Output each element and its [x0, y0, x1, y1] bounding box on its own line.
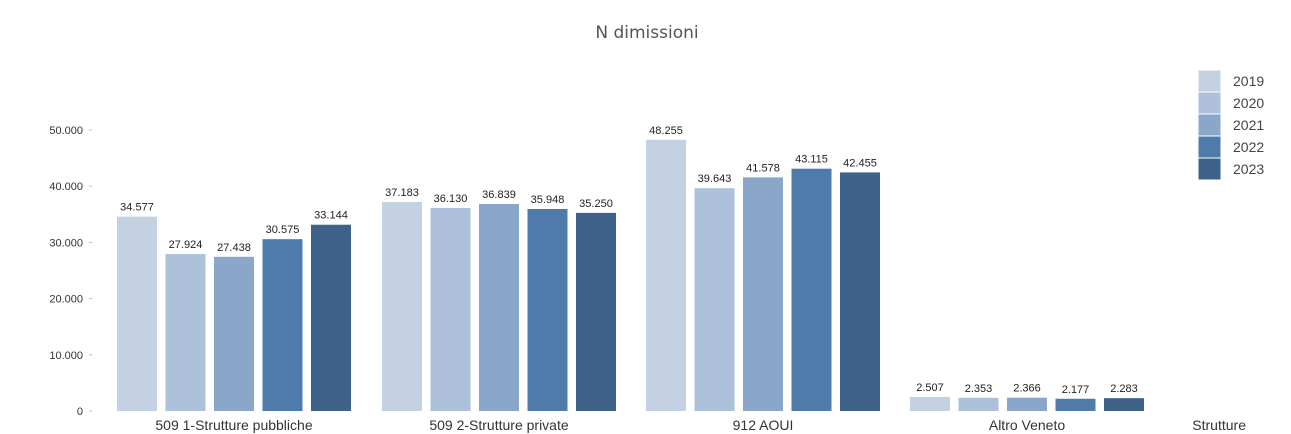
- x-axis-title: Strutture: [1192, 417, 1246, 433]
- bar[interactable]: [311, 224, 351, 411]
- bar[interactable]: [262, 239, 303, 411]
- data-label: 35.250: [579, 198, 613, 210]
- bar[interactable]: [576, 212, 616, 411]
- y-tick-label: 0: [77, 406, 83, 418]
- data-labels-group: 34.577 27.924 27.438 30.575 33.144 37.183 36.1…: [120, 125, 1138, 396]
- legend-swatch: [1197, 157, 1222, 181]
- data-label: 27.924: [169, 239, 203, 251]
- legend-item[interactable]: 2023: [1197, 157, 1264, 181]
- bar[interactable]: [1007, 397, 1047, 411]
- bar[interactable]: [791, 168, 832, 411]
- data-label: 39.643: [698, 173, 732, 185]
- legend-item[interactable]: 2022: [1197, 135, 1264, 159]
- y-tick-label: 40.000: [49, 181, 83, 193]
- chart-title: N dimissioni: [595, 23, 698, 43]
- data-label: 33.144: [314, 210, 348, 222]
- bar[interactable]: [382, 202, 422, 411]
- legend-swatch: [1197, 113, 1222, 137]
- data-label: 2.177: [1062, 384, 1090, 396]
- bar[interactable]: [214, 256, 254, 411]
- bar[interactable]: [430, 207, 471, 411]
- legend-item[interactable]: 2019: [1197, 69, 1264, 93]
- y-tick-label: 20.000: [49, 294, 83, 306]
- data-label: 2.366: [1013, 383, 1041, 395]
- legend-label: 2020: [1233, 95, 1264, 111]
- bar[interactable]: [117, 216, 157, 411]
- legend-swatch: [1197, 135, 1222, 159]
- bar[interactable]: [694, 188, 735, 411]
- bar[interactable]: [840, 172, 880, 411]
- legend-label: 2021: [1233, 117, 1264, 133]
- category-label: 509 1-Strutture pubbliche: [155, 417, 312, 433]
- data-label: 30.575: [266, 224, 300, 236]
- category-labels-group: 509 1-Strutture pubbliche 509 2-Strutture…: [155, 417, 1065, 433]
- legend-label: 2022: [1233, 139, 1264, 155]
- y-axis: 0 10.000 20.000 30.000 40.000 50.000: [49, 125, 92, 418]
- bar[interactable]: [646, 139, 686, 412]
- data-label: 43.115: [795, 154, 828, 166]
- data-label: 36.839: [482, 189, 516, 201]
- category-label: 509 2-Strutture private: [429, 417, 569, 433]
- legend-item[interactable]: 2020: [1197, 91, 1264, 115]
- data-label: 42.455: [843, 157, 877, 169]
- category-label: 912 AOUI: [733, 417, 794, 433]
- y-tick-label: 50.000: [49, 125, 83, 137]
- bar[interactable]: [479, 203, 519, 411]
- bar[interactable]: [1104, 398, 1144, 411]
- data-label: 2.353: [965, 383, 993, 395]
- data-label: 2.283: [1110, 383, 1138, 395]
- bars-group: [117, 139, 1144, 412]
- data-label: 41.578: [746, 162, 780, 174]
- y-tick-label: 30.000: [49, 237, 83, 249]
- category-label: Altro Veneto: [989, 417, 1065, 433]
- data-label: 37.183: [385, 187, 419, 199]
- y-tick-label: 10.000: [49, 350, 83, 362]
- legend-label: 2019: [1233, 73, 1264, 89]
- legend-item[interactable]: 2021: [1197, 113, 1264, 137]
- bar[interactable]: [958, 397, 999, 411]
- data-label: 36.130: [434, 193, 468, 205]
- legend-swatch: [1197, 69, 1222, 93]
- data-label: 27.438: [217, 242, 251, 254]
- bar[interactable]: [165, 254, 206, 411]
- bar[interactable]: [743, 177, 783, 411]
- bar[interactable]: [910, 396, 950, 411]
- bar[interactable]: [1055, 398, 1096, 411]
- data-label: 48.255: [649, 125, 683, 137]
- data-label: 34.577: [120, 202, 154, 214]
- bar[interactable]: [527, 208, 568, 411]
- data-label: 35.948: [531, 194, 565, 206]
- data-label: 2.507: [916, 382, 944, 394]
- legend-label: 2023: [1233, 161, 1264, 177]
- legend-swatch: [1197, 91, 1222, 115]
- legend[interactable]: 2019 2020 2021 2022 2023: [1197, 69, 1264, 181]
